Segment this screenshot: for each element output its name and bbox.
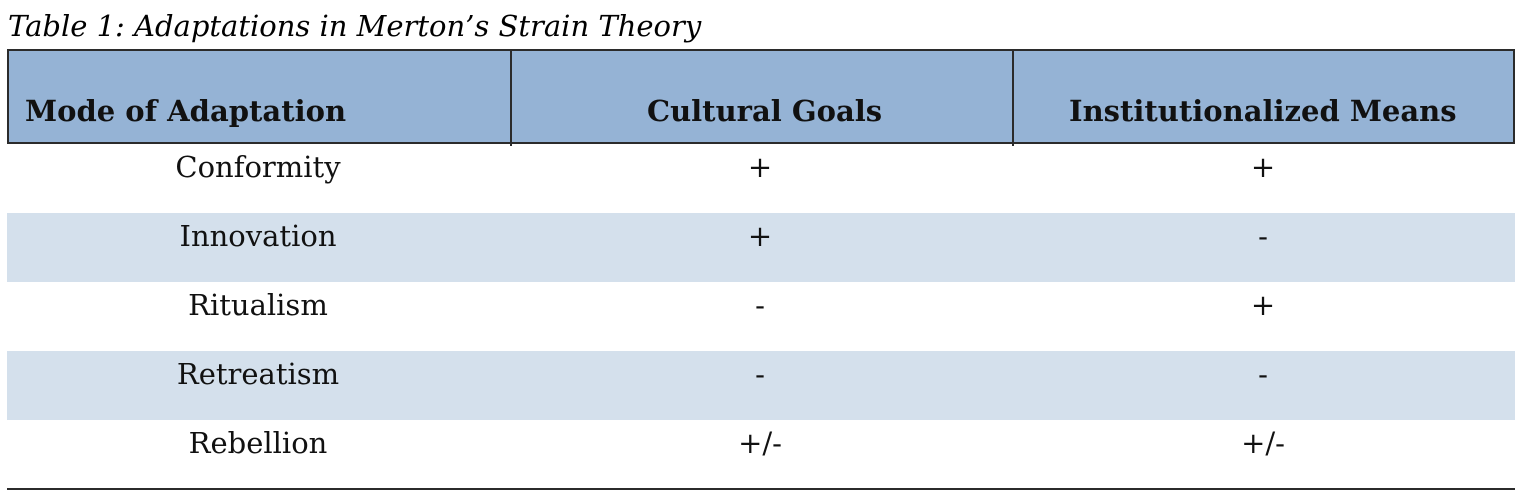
cell-institutionalized-means: - — [1258, 357, 1268, 391]
header-column-divider — [510, 51, 512, 146]
cell-institutionalized-means: + — [1250, 150, 1276, 184]
cell-cultural-goals: - — [755, 357, 765, 391]
cell-mode: Conformity — [175, 150, 341, 184]
strain-theory-table: Mode of Adaptation Cultural Goals Instit… — [7, 49, 1515, 491]
cell-cultural-goals: + — [747, 219, 773, 253]
cell-mode: Rebellion — [188, 426, 328, 460]
cell-institutionalized-means: + — [1250, 288, 1276, 322]
header-institutionalized-means: Institutionalized Means — [1069, 94, 1457, 128]
cell-mode: Ritualism — [188, 288, 328, 322]
header-column-divider — [1012, 51, 1014, 146]
table-bottom-rule — [7, 488, 1515, 490]
table-row: Rebellion +/- +/- — [7, 420, 1515, 489]
table-header-row: Mode of Adaptation Cultural Goals Instit… — [7, 49, 1515, 146]
table-caption: Table 1: Adaptations in Merton’s Strain … — [8, 9, 702, 43]
table-row: Innovation + - — [7, 213, 1515, 282]
table-row: Conformity + + — [7, 144, 1515, 213]
cell-institutionalized-means: - — [1258, 219, 1268, 253]
table-row: Retreatism - - — [7, 351, 1515, 420]
cell-institutionalized-means: +/- — [1241, 426, 1285, 460]
header-cultural-goals: Cultural Goals — [647, 94, 883, 128]
cell-cultural-goals: - — [755, 288, 765, 322]
cell-cultural-goals: + — [747, 150, 773, 184]
table-row: Ritualism - + — [7, 282, 1515, 351]
cell-mode: Retreatism — [176, 357, 340, 391]
cell-cultural-goals: +/- — [738, 426, 782, 460]
cell-mode: Innovation — [179, 219, 337, 253]
header-mode-of-adaptation: Mode of Adaptation — [25, 94, 347, 128]
